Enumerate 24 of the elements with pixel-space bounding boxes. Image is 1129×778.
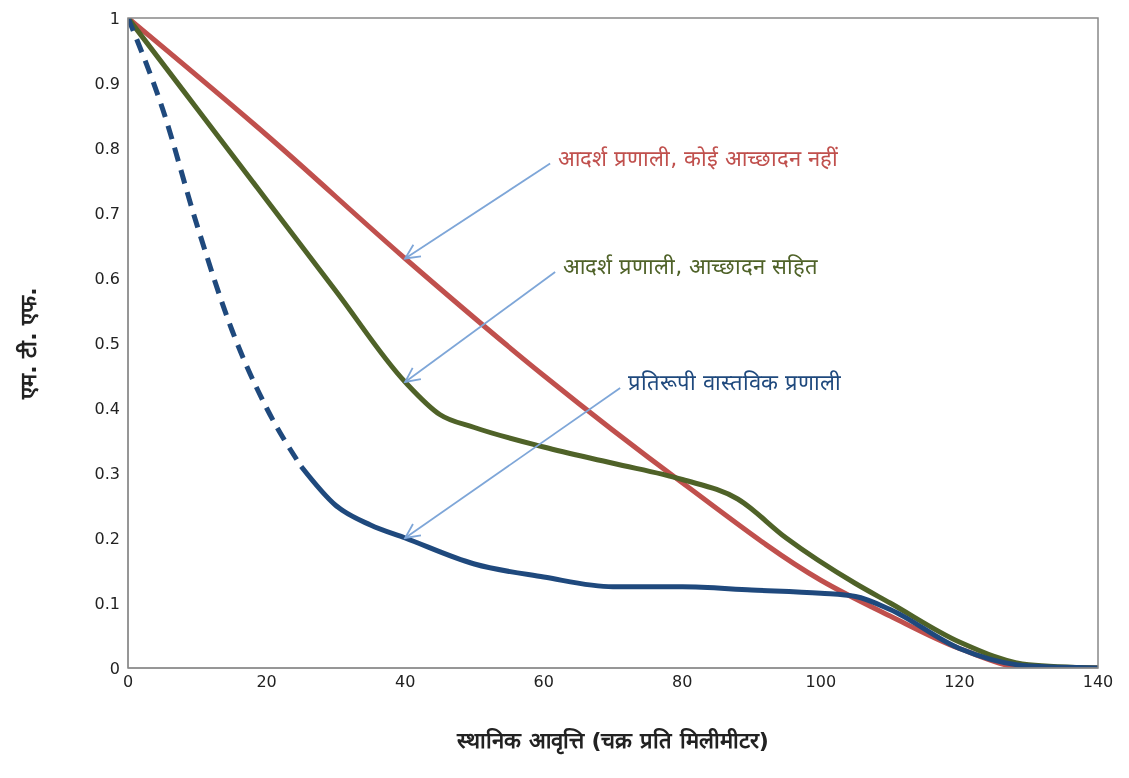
y-tick-label: 0.5	[94, 333, 120, 353]
y-tick-label: 0.8	[94, 138, 120, 158]
x-tick-label: 120	[944, 672, 975, 692]
text: प्रतिरूपी वास्तविक प्रणाली	[628, 370, 842, 395]
y-tick-label: 0.3	[94, 463, 120, 483]
y-tick-label: 0	[109, 658, 120, 678]
text: आदर्श प्रणाली, आच्छादन सहित	[563, 254, 819, 279]
x-tick-label: 40	[394, 672, 416, 692]
text: आदर्श प्रणाली, कोई आच्छादन नहीं	[558, 145, 839, 171]
y-tick-label: 0.4	[94, 398, 120, 418]
y-tick-label: 1	[109, 8, 120, 28]
y-axis-title: एम. टी. एफ.	[14, 287, 41, 400]
x-axis-title: स्थानिक आवृत्ति (चक्र प्रति मिलीमीटर)	[456, 727, 769, 755]
x-tick-label: 100	[805, 672, 837, 692]
x-tick-label: 60	[533, 672, 554, 692]
x-tick-label: 80	[672, 672, 693, 692]
y-tick-label: 0.6	[94, 268, 120, 288]
y-tick-label: 0.9	[94, 73, 120, 93]
y-tick-label: 0.1	[94, 593, 120, 613]
x-tick-label: 20	[256, 672, 277, 692]
x-tick-label: 140	[1082, 672, 1114, 692]
y-tick-label: 0.2	[94, 528, 120, 548]
y-tick-label: 0.7	[94, 203, 120, 223]
x-tick-label: 0	[122, 672, 134, 692]
